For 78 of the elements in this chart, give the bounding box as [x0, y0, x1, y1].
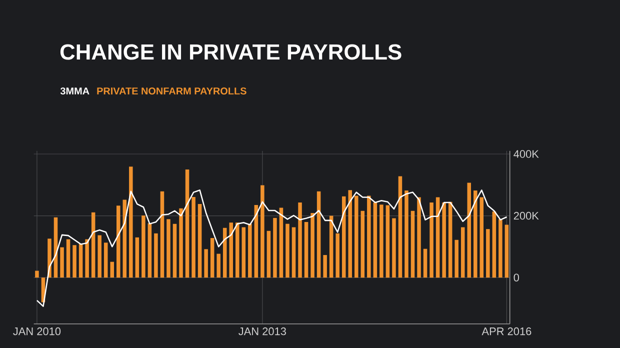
bar — [404, 190, 408, 278]
bar — [116, 206, 120, 278]
bar — [172, 224, 177, 278]
bar — [373, 202, 378, 278]
bar — [392, 218, 396, 278]
y-tick-label: 0 — [514, 274, 520, 282]
bar — [129, 166, 133, 278]
bar — [417, 197, 421, 278]
bar — [448, 202, 452, 278]
bar — [348, 190, 352, 278]
bar — [179, 208, 183, 278]
y-tick-label: 400K — [514, 150, 539, 158]
bar — [66, 239, 70, 278]
bar — [242, 227, 246, 278]
bar — [229, 222, 233, 278]
bar — [266, 230, 271, 278]
bar — [135, 237, 140, 278]
bar — [35, 270, 39, 278]
bar — [480, 197, 484, 278]
bar — [454, 240, 458, 278]
bar — [154, 233, 158, 278]
bar — [430, 202, 434, 278]
bar — [410, 210, 415, 278]
bar — [329, 216, 334, 278]
bar — [192, 196, 196, 278]
bar — [474, 190, 478, 278]
bar — [216, 254, 220, 278]
x-tick-label: APR 2016 — [482, 327, 532, 336]
bar — [504, 224, 509, 278]
bar — [104, 242, 108, 278]
bar — [210, 238, 214, 278]
bar — [185, 169, 190, 278]
x-tick-label: JAN 2013 — [238, 327, 286, 336]
bar — [204, 249, 208, 278]
bar — [336, 233, 340, 278]
bar — [78, 244, 83, 278]
chart-title: CHANGE IN PRIVATE PAYROLLS — [60, 44, 402, 60]
bar — [148, 223, 152, 278]
bar — [304, 222, 308, 278]
bar — [248, 224, 252, 278]
x-tick-label: JAN 2010 — [13, 327, 61, 336]
bar — [354, 196, 358, 278]
bar — [166, 219, 170, 278]
bar — [279, 208, 284, 278]
bar — [498, 219, 502, 278]
bar — [198, 204, 202, 278]
bar — [310, 213, 314, 278]
bar — [436, 197, 440, 278]
bar — [298, 202, 302, 278]
bar — [273, 218, 277, 278]
bar — [91, 212, 96, 278]
bar — [236, 222, 240, 278]
bar — [286, 224, 290, 278]
bar — [316, 191, 321, 278]
bar — [110, 262, 114, 278]
text: PRIVATE NONFARM PAYROLLS — [97, 87, 246, 95]
bar — [60, 247, 64, 278]
bar — [423, 248, 428, 278]
bar — [85, 239, 89, 278]
bar — [360, 210, 365, 278]
bar — [492, 211, 496, 278]
bar — [260, 185, 264, 278]
bar — [323, 255, 327, 278]
bar — [398, 176, 402, 278]
text: 3MMA — [60, 87, 90, 95]
bar — [98, 235, 102, 278]
bar — [380, 204, 384, 278]
y-tick-label: 200K — [514, 212, 539, 220]
bar — [460, 227, 465, 278]
bar — [486, 229, 490, 278]
bar — [442, 202, 446, 278]
bar — [367, 196, 371, 278]
bar — [292, 227, 296, 278]
bar — [467, 182, 471, 278]
bar — [160, 191, 164, 278]
bar — [142, 215, 146, 278]
bar — [386, 205, 390, 278]
bar — [72, 245, 76, 278]
